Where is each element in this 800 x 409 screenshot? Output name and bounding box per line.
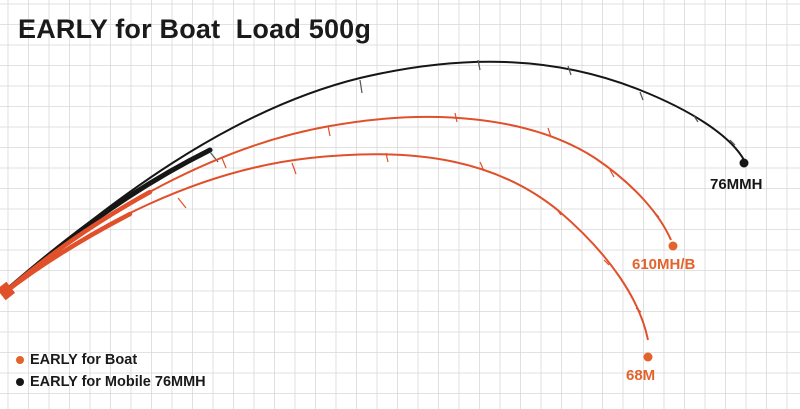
page-title: EARLY for Boat Load 500g [18,14,372,44]
legend: EARLY for Boat EARLY for Mobile 76MMH [16,349,206,393]
rod-68m-butt [1,211,133,296]
rod-610mhb-blank [3,116,672,294]
rod-butt-cap [0,281,16,301]
legend-item-mobile: EARLY for Mobile 76MMH [16,371,206,393]
tip-dot-76mmh [739,158,749,168]
rod-68m-guides [177,152,642,313]
legend-dot-orange-icon [16,356,24,364]
rod-68m-blank [3,153,649,341]
tip-dot-610mhb [668,241,678,251]
legend-dot-black-icon [16,378,24,386]
tip-dot-68m [643,352,653,362]
legend-item-boat: EARLY for Boat [16,349,206,371]
rod-76mmh-guides [209,59,736,163]
rod-curve-610mhb [1,112,672,296]
legend-label-boat: EARLY for Boat [30,352,138,368]
rod-76mmh-blank [3,60,745,294]
tip-label-68m: 68M [626,367,656,384]
rod-610mhb-guides [221,112,660,218]
tip-label-610mhb: 610MH/B [632,256,696,273]
tip-label-76mmh: 76MMH [710,176,763,193]
legend-label-mobile: EARLY for Mobile 76MMH [30,374,206,390]
rod-curve-68m [1,152,649,341]
